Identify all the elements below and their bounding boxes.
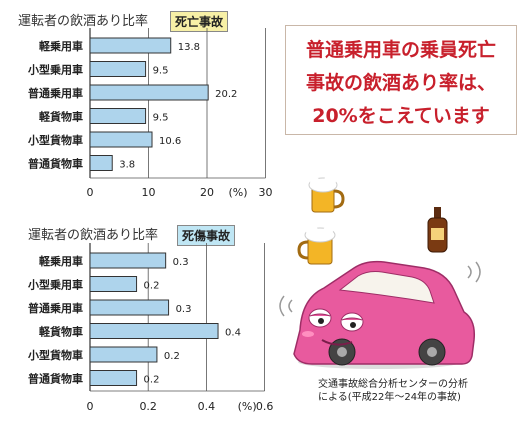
chart2-value-label: 0.3 — [173, 257, 189, 268]
chart1-tick-label: 20 — [200, 186, 214, 199]
chart2-value-label: 0.2 — [144, 375, 160, 386]
chart1-category-label: 小型貨物車 — [27, 133, 83, 147]
chart2-category-label: 小型乗用車 — [27, 278, 83, 292]
source-line-2: による(平成22年～24年の事故) — [318, 392, 461, 403]
source-line-1: 交通事故総合分析センターの分析 — [318, 379, 468, 390]
chart1-bar — [89, 108, 147, 124]
chart1-tick-label: 0 — [87, 186, 94, 199]
source-note: 交通事故総合分析センターの分析 による(平成22年～24年の事故) — [318, 378, 468, 404]
chart2-tick-label: (%) — [238, 400, 257, 413]
chart1-tick-label: (%) — [228, 186, 247, 199]
chart2-value-label: 0.4 — [225, 328, 241, 339]
chart2-category-label: 軽乗用車 — [39, 254, 83, 268]
chart1-bar — [89, 84, 209, 101]
chart2-tick-label: 0.2 — [139, 400, 157, 413]
chart2-title: 運転者の飲酒あり比率 — [28, 228, 159, 243]
chart2-tick-label: 0.4 — [198, 400, 216, 413]
chart2-category-label: 軽貨物車 — [39, 325, 83, 339]
callout-line-2: 事故の飲酒あり率は、 — [305, 72, 496, 94]
chart2-tag: 死傷事故 — [177, 225, 236, 246]
callout-line-3: 20%をこえています — [312, 105, 490, 127]
chart1-bar — [89, 61, 147, 77]
callout-line-1: 普通乗用車の乗員死亡 — [305, 39, 496, 61]
chart1-category-label: 軽乗用車 — [39, 39, 83, 53]
chart1-category-label: 小型乗用車 — [27, 63, 83, 77]
chart1-title: 運転者の飲酒あり比率 — [18, 14, 149, 29]
chart2-bar — [89, 252, 167, 269]
chart2-bar — [89, 323, 219, 339]
chart2-bar — [89, 299, 170, 316]
chart2-tick-label: 0 — [87, 400, 94, 413]
chart2-bar — [89, 276, 138, 292]
chart1-tag: 死亡事故 — [170, 11, 229, 32]
chart1-value-label: 9.5 — [153, 66, 169, 77]
chart1-tick-label: 10 — [142, 186, 156, 199]
chart1-category-label: 軽貨物車 — [39, 110, 83, 124]
chart1-bar — [89, 131, 153, 148]
chart2-value-label: 0.2 — [144, 281, 160, 292]
chart1-value-label: 10.6 — [159, 136, 181, 147]
callout-box: 普通乗用車の乗員死亡 事故の飲酒あり率は、 20%をこえています — [285, 25, 517, 135]
chart1-value-label: 9.5 — [153, 113, 169, 124]
chart2-category-label: 普通乗用車 — [28, 301, 83, 315]
chart1-bar — [89, 155, 113, 171]
chart1-value-label: 20.2 — [215, 89, 237, 100]
chart1-tick-label: 30 — [259, 186, 273, 199]
chart2-bar — [89, 370, 138, 386]
chart2-tick-label: 0.6 — [256, 400, 274, 413]
chart2-bar — [89, 346, 158, 363]
chart1-bar — [89, 37, 172, 54]
chart2-category-label: 普通貨物車 — [28, 372, 83, 386]
chart2-value-label: 0.2 — [164, 351, 180, 362]
chart1-value-label: 13.8 — [178, 42, 200, 53]
chart1-category-label: 普通貨物車 — [28, 157, 83, 171]
chart2-value-label: 0.3 — [176, 304, 192, 315]
chart1-category-label: 普通乗用車 — [28, 86, 83, 100]
chart1-value-label: 3.8 — [119, 160, 135, 171]
chart2-category-label: 小型貨物車 — [27, 348, 83, 362]
